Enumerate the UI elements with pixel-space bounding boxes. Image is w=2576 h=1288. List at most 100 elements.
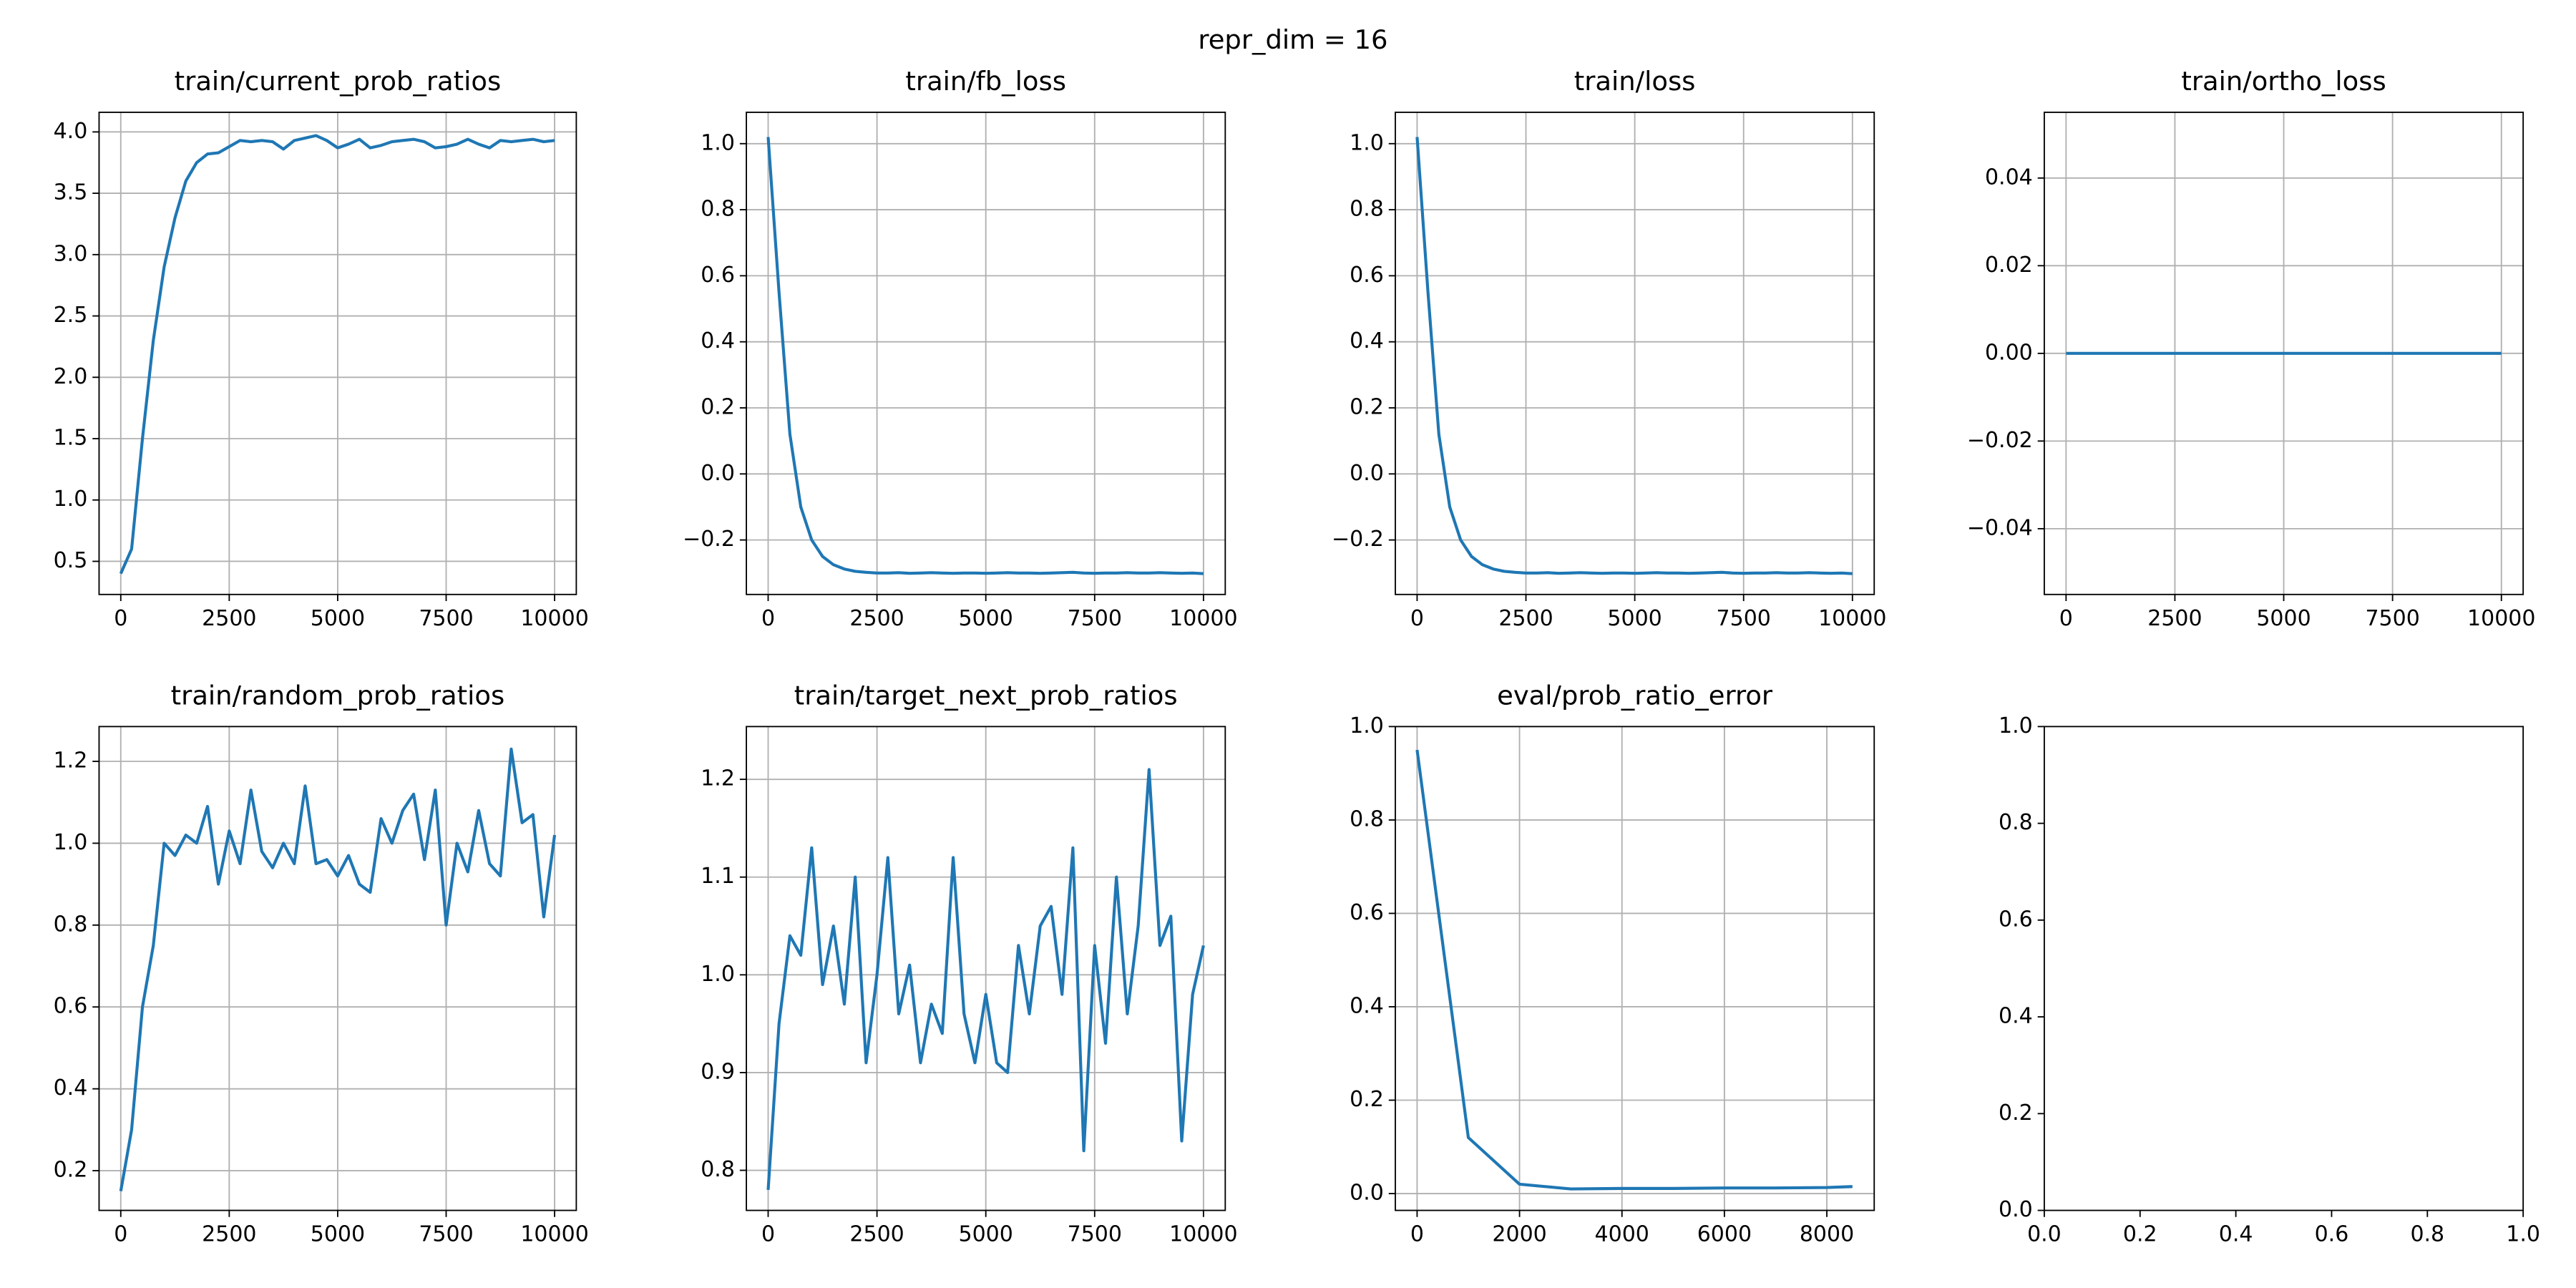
y-tick-label: 0.2 [1999, 1101, 2033, 1126]
x-tick-label: 2500 [2147, 606, 2202, 631]
y-tick-label: 0.0 [1999, 1197, 2033, 1222]
y-tick-label: 0.2 [1350, 395, 1384, 420]
y-tick-label: 0.5 [54, 548, 88, 573]
y-tick-label: 2.0 [54, 364, 88, 389]
x-tick-label: 2500 [202, 1222, 256, 1247]
x-tick-label: 10000 [1169, 1222, 1237, 1247]
data-line [119, 747, 557, 1192]
y-tick-label: 0.8 [701, 197, 735, 222]
axes-frame [2044, 726, 2524, 1211]
axes-title: eval/prob_ratio_error [1497, 680, 1773, 711]
data-line [1415, 749, 1853, 1191]
x-tick-label: 7500 [419, 1222, 473, 1247]
y-tick-label: 1.0 [54, 487, 88, 512]
x-tick-label: 1.0 [2506, 1222, 2540, 1247]
y-tick-label: 0.8 [701, 1157, 735, 1182]
x-tick-label: 10000 [520, 1222, 588, 1247]
axes-title: train/fb_loss [905, 66, 1066, 97]
x-tick-label: 7500 [2365, 606, 2419, 631]
x-tick-label: 10000 [2467, 606, 2535, 631]
y-tick-label: 1.0 [54, 830, 88, 855]
y-tick-label: −0.04 [1967, 515, 2033, 540]
x-tick-label: 5000 [311, 606, 365, 631]
x-tick-label: 7500 [1068, 1222, 1122, 1247]
y-tick-label: 0.4 [1350, 328, 1384, 353]
data-line [119, 134, 555, 575]
axes-frame [1395, 726, 1875, 1211]
x-tick-label: 7500 [1068, 606, 1122, 631]
x-tick-label: 5000 [2256, 606, 2311, 631]
y-tick-label: 0.4 [1350, 993, 1384, 1018]
x-tick-label: 0.4 [2219, 1222, 2253, 1247]
x-tick-label: 10000 [1169, 606, 1237, 631]
axes-title: train/loss [1574, 66, 1696, 97]
x-tick-label: 0.2 [2123, 1222, 2157, 1247]
x-tick-label: 8000 [1800, 1222, 1854, 1247]
x-tick-label: 4000 [1595, 1222, 1649, 1247]
x-tick-label: 5000 [311, 1222, 365, 1247]
y-tick-label: −0.02 [1967, 428, 2033, 453]
data-line [766, 137, 1204, 575]
x-tick-label: 0 [1410, 1222, 1424, 1247]
x-tick-label: 10000 [1818, 606, 1886, 631]
y-tick-label: 0.8 [1350, 806, 1384, 831]
y-tick-label: 0.04 [1985, 165, 2033, 190]
x-tick-label: 2500 [202, 606, 256, 631]
x-tick-label: 0 [2059, 606, 2073, 631]
y-tick-label: 0.8 [54, 912, 88, 937]
x-tick-label: 10000 [520, 606, 588, 631]
y-tick-label: 1.1 [701, 864, 735, 889]
y-tick-label: 4.0 [54, 119, 88, 144]
x-tick-label: 6000 [1697, 1222, 1752, 1247]
y-tick-label: 0.6 [701, 263, 735, 288]
x-tick-label: 5000 [959, 606, 1013, 631]
y-tick-label: 0.8 [1999, 810, 2033, 835]
y-tick-label: 1.2 [701, 766, 735, 791]
y-tick-label: 0.6 [54, 994, 88, 1019]
x-tick-label: 0.0 [2027, 1222, 2062, 1247]
y-tick-label: −0.2 [683, 527, 735, 552]
x-tick-label: 7500 [1717, 606, 1771, 631]
y-tick-label: 0.0 [1350, 461, 1384, 486]
y-tick-label: 1.0 [1350, 713, 1384, 738]
axes-title: train/target_next_prob_ratios [794, 680, 1178, 711]
x-tick-label: 0.8 [2410, 1222, 2444, 1247]
x-tick-label: 5000 [959, 1222, 1013, 1247]
x-tick-label: 0 [114, 606, 127, 631]
y-tick-label: 0.8 [1350, 197, 1384, 222]
y-tick-label: 0.0 [701, 461, 735, 486]
y-tick-label: 0.4 [1999, 1004, 2033, 1029]
y-tick-label: −0.2 [1332, 527, 1384, 552]
x-tick-label: 0 [1410, 606, 1424, 631]
axes-title: train/ortho_loss [2181, 66, 2386, 97]
y-tick-label: 1.0 [1999, 713, 2033, 738]
y-tick-label: 1.5 [54, 426, 88, 451]
y-tick-label: 0.4 [54, 1075, 88, 1101]
x-tick-label: 0 [761, 606, 775, 631]
y-tick-label: 0.2 [701, 395, 735, 420]
x-tick-label: 0 [761, 1222, 775, 1247]
y-tick-label: 0.9 [701, 1059, 735, 1084]
y-tick-label: 2.5 [54, 303, 88, 328]
y-tick-label: 0.02 [1985, 253, 2033, 278]
data-line [1415, 137, 1853, 575]
y-tick-label: 1.0 [701, 130, 735, 155]
y-tick-label: 0.2 [54, 1158, 88, 1183]
y-tick-label: 0.4 [701, 328, 735, 353]
figure-title: repr_dim = 16 [1198, 24, 1387, 55]
x-tick-label: 2500 [849, 606, 904, 631]
y-tick-label: 0.6 [1350, 900, 1384, 925]
x-tick-label: 0.6 [2315, 1222, 2349, 1247]
axes-title: train/current_prob_ratios [175, 66, 502, 97]
x-tick-label: 2500 [1498, 606, 1553, 631]
y-tick-label: 0.00 [1985, 340, 2033, 365]
data-line [766, 768, 1205, 1190]
axes-title: train/random_prob_ratios [171, 680, 505, 711]
y-tick-label: 3.0 [54, 241, 88, 266]
y-tick-label: 1.0 [1350, 130, 1384, 155]
y-tick-label: 0.6 [1999, 907, 2033, 932]
y-tick-label: 0.0 [1350, 1181, 1384, 1206]
x-tick-label: 5000 [1607, 606, 1662, 631]
